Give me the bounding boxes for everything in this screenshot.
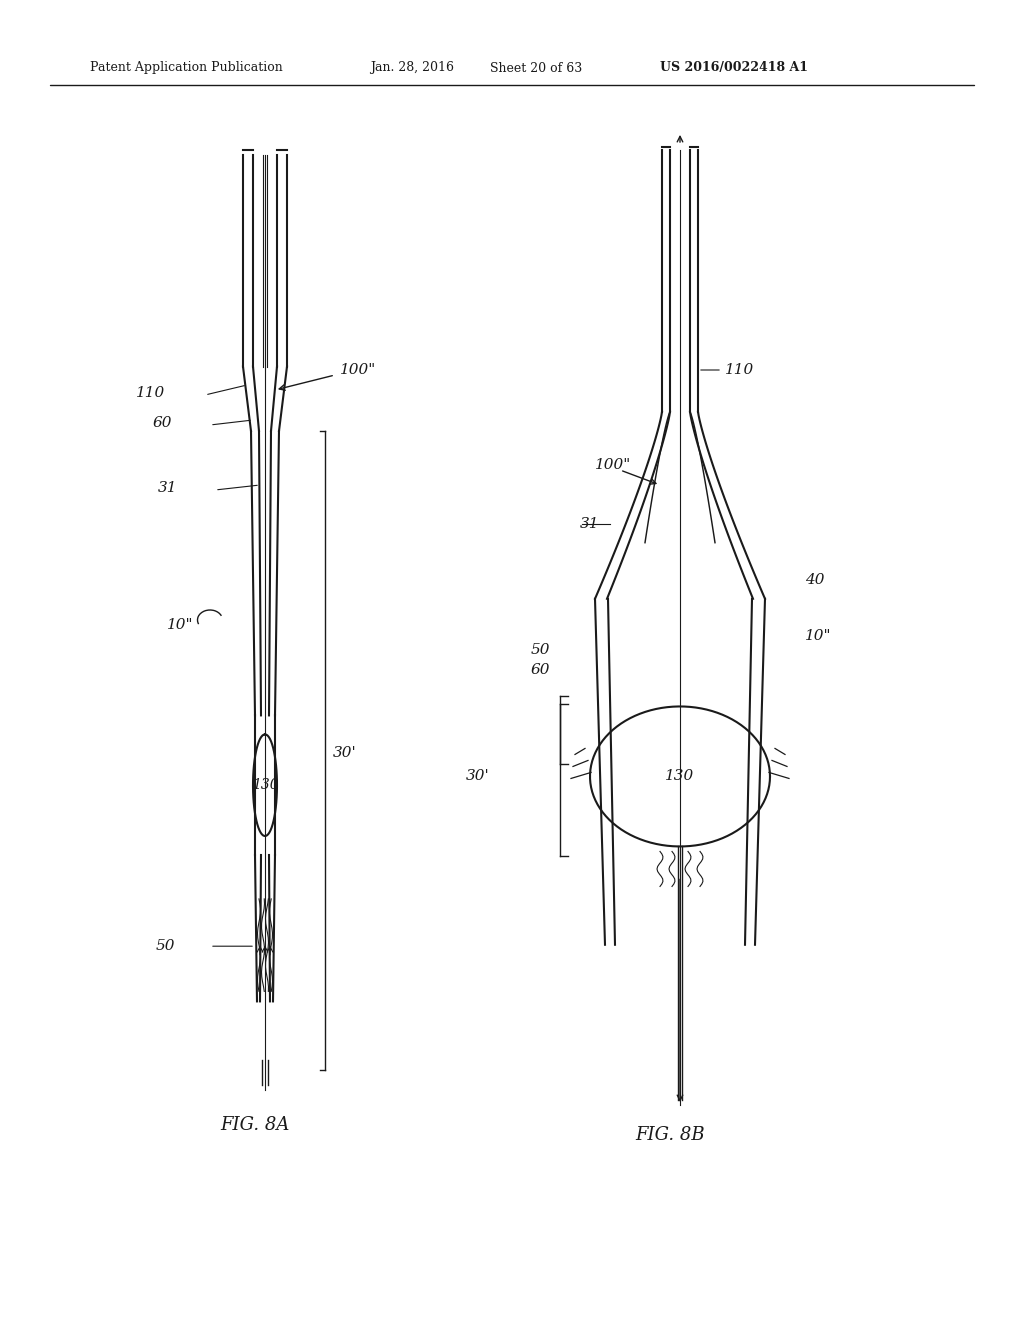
Text: 30': 30': [333, 746, 356, 760]
Text: FIG. 8B: FIG. 8B: [635, 1126, 705, 1144]
Text: 10": 10": [167, 618, 193, 632]
Text: 110: 110: [136, 385, 165, 400]
Text: 10": 10": [805, 630, 831, 643]
Text: 30': 30': [466, 770, 490, 784]
Text: 130: 130: [666, 770, 694, 784]
Text: 100": 100": [595, 458, 631, 473]
Text: 130: 130: [252, 779, 279, 792]
Text: 31: 31: [580, 517, 599, 531]
Text: 60: 60: [153, 416, 172, 430]
Text: 31: 31: [158, 480, 177, 495]
Text: Jan. 28, 2016: Jan. 28, 2016: [370, 62, 454, 74]
Text: 60: 60: [530, 663, 550, 677]
Text: Patent Application Publication: Patent Application Publication: [90, 62, 283, 74]
Text: 50: 50: [156, 940, 175, 953]
Text: Sheet 20 of 63: Sheet 20 of 63: [490, 62, 583, 74]
Text: US 2016/0022418 A1: US 2016/0022418 A1: [660, 62, 808, 74]
Text: 40: 40: [805, 573, 824, 587]
Text: 100": 100": [340, 363, 376, 378]
Text: 50: 50: [530, 643, 550, 657]
Text: FIG. 8A: FIG. 8A: [220, 1115, 290, 1134]
Text: 110: 110: [725, 363, 755, 378]
